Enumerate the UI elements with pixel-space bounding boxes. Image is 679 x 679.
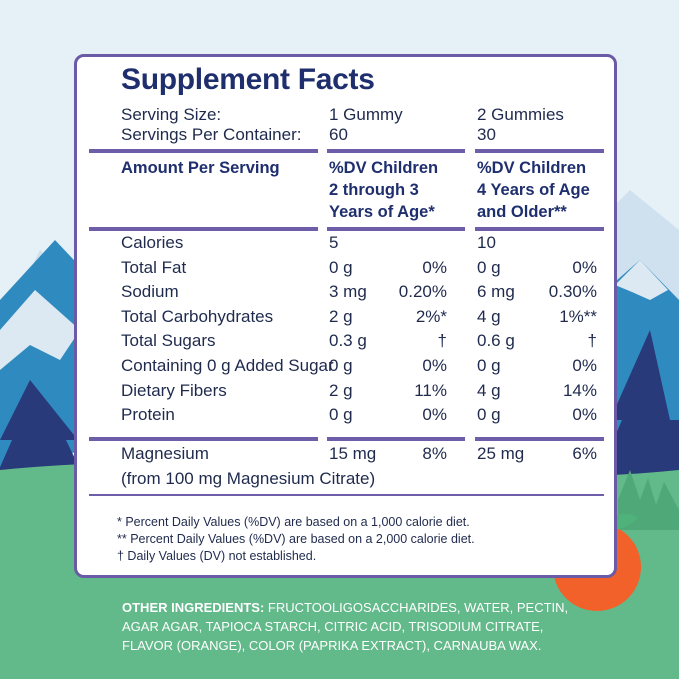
dv-col2: † xyxy=(587,331,597,351)
dv-col1: 0.20% xyxy=(398,282,447,302)
nutrient-name: Containing 0 g Added Sugar xyxy=(121,356,334,375)
nutrient-name: Protein xyxy=(121,405,175,425)
amount-col2: 0 g xyxy=(477,405,501,425)
amount-col1: 3 mg xyxy=(329,282,367,302)
amount-col1: 0.3 g xyxy=(329,331,367,351)
nutrient-name: Total Fat xyxy=(121,257,187,277)
divider-rule xyxy=(89,227,318,231)
magnesium-amount-col2: 25 mg xyxy=(477,444,525,463)
amount-col1: 2 g xyxy=(329,306,353,326)
dv-col1-header: %DV Children 2 through 3 Years of Age* xyxy=(329,159,439,221)
nutrient-name: Total Sugars xyxy=(121,331,216,351)
servings-per-container-col1: 60 xyxy=(329,125,348,144)
divider-rule xyxy=(475,227,604,231)
servings-per-container-label: Servings Per Container: xyxy=(121,125,302,144)
dv-col2: 0% xyxy=(572,356,597,375)
serving-size-label: Serving Size: xyxy=(121,105,222,124)
divider-rule xyxy=(89,437,318,441)
other-ingredients: OTHER INGREDIENTS: FRUCTOOLIGOSACCHARIDE… xyxy=(122,598,592,655)
footnote-dv-not-established: † Daily Values (DV) not established. xyxy=(117,549,317,563)
amount-col2: 6 mg xyxy=(477,282,515,302)
amount-col2: 0 g xyxy=(477,356,501,375)
ingredients-label: OTHER INGREDIENTS: xyxy=(122,600,265,615)
amount-col2: 0 g xyxy=(477,257,501,277)
amount-col2: 4 g xyxy=(477,306,501,326)
divider-rule xyxy=(475,149,604,153)
divider-rule xyxy=(327,149,465,153)
serving-size-col1: 1 Gummy xyxy=(329,105,403,124)
amount-col2: 0.6 g xyxy=(477,331,515,351)
divider-rule xyxy=(89,149,318,153)
dv-col1: 0% xyxy=(422,356,447,375)
amount-col2: 10 xyxy=(477,233,496,252)
amount-col1: 0 g xyxy=(329,405,353,425)
dv-col2: 0.30% xyxy=(548,282,597,302)
dv-col2-header: %DV Children 4 Years of Age and Older** xyxy=(477,159,590,221)
panel-title: Supplement Facts xyxy=(121,63,375,96)
dv-col1: 2%* xyxy=(415,306,447,326)
amount-col1: 0 g xyxy=(329,257,353,277)
amount-col2: 4 g xyxy=(477,380,501,400)
dv-col1: 11% xyxy=(414,380,447,400)
dv-col2: 0% xyxy=(572,257,597,277)
serving-size-col2: 2 Gummies xyxy=(477,105,564,124)
servings-per-container-col2: 30 xyxy=(477,125,496,144)
dv-col2: 0% xyxy=(572,405,597,425)
footnote-1000-calorie: * Percent Daily Values (%DV) are based o… xyxy=(117,515,470,529)
magnesium-dv-col1: 8% xyxy=(422,444,447,463)
divider-rule xyxy=(327,437,465,441)
divider-rule xyxy=(475,437,604,441)
supplement-facts-panel: Supplement Facts Serving Size: 1 Gummy 2… xyxy=(74,54,617,578)
footnote-2000-calorie: ** Percent Daily Values (%DV) are based … xyxy=(117,532,475,546)
dv-col2: 1%** xyxy=(559,306,597,326)
ingredients-text: FRUCTOOLIGOSACCHARIDES, WATER, PECTIN, A… xyxy=(122,600,569,653)
amount-per-serving-header: Amount Per Serving xyxy=(121,159,280,177)
magnesium-amount-col1: 15 mg xyxy=(329,444,377,463)
dv-col1: † xyxy=(437,331,447,351)
nutrient-name: Sodium xyxy=(121,282,179,302)
nutrient-name: Dietary Fibers xyxy=(121,380,227,400)
tree-left xyxy=(0,380,90,490)
magnesium-dv-col2: 6% xyxy=(572,444,597,463)
amount-col1: 2 g xyxy=(329,380,353,400)
magnesium-source: (from 100 mg Magnesium Citrate) xyxy=(121,469,376,488)
magnesium-name: Magnesium xyxy=(121,444,209,463)
amount-col1: 0 g xyxy=(329,356,353,375)
dv-col1: 0% xyxy=(422,257,447,277)
divider-rule xyxy=(327,227,465,231)
divider-rule xyxy=(89,494,604,496)
nutrient-name: Calories xyxy=(121,233,184,252)
dv-col2: 14% xyxy=(562,380,597,400)
dv-col1: 0% xyxy=(422,405,447,425)
amount-col1: 5 xyxy=(329,233,339,252)
nutrient-name: Total Carbohydrates xyxy=(121,306,274,326)
